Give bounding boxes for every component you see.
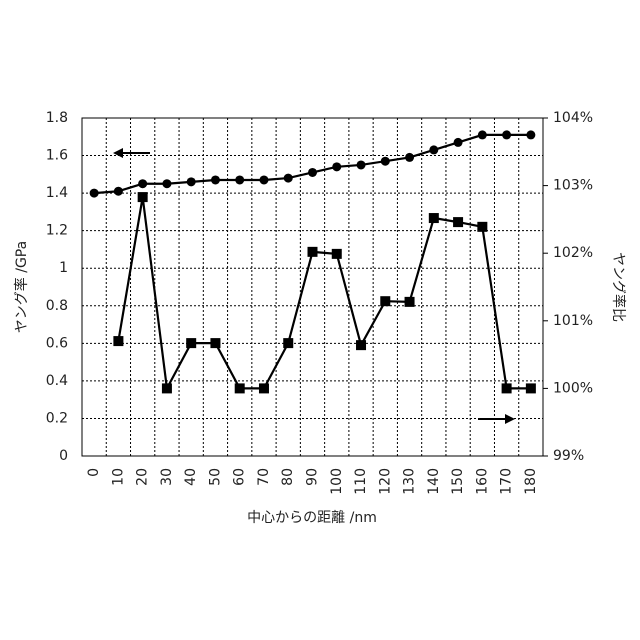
marker-circle	[478, 130, 487, 139]
x-tick-label: 50	[207, 468, 223, 486]
marker-square	[210, 338, 220, 348]
x-tick-label: 140	[426, 468, 442, 495]
marker-square	[235, 383, 245, 393]
marker-circle	[284, 174, 293, 183]
x-tick-label: 10	[110, 468, 126, 486]
marker-square	[526, 383, 536, 393]
y-tick-label: 0.2	[46, 410, 68, 426]
x-tick-label: 100	[329, 468, 345, 495]
x-tick-label: 30	[159, 468, 175, 486]
y-tick-label: 1.4	[46, 185, 68, 201]
x-tick-label: 150	[450, 468, 466, 495]
marker-square	[308, 247, 318, 257]
x-tick-label: 180	[523, 468, 539, 495]
marker-circle	[357, 160, 366, 169]
marker-circle	[405, 153, 414, 162]
marker-square	[405, 297, 415, 307]
y-tick-label: 0.4	[46, 373, 68, 389]
y-tick-label: 1.6	[46, 148, 68, 164]
marker-circle	[187, 177, 196, 186]
x-tick-label: 80	[280, 468, 296, 486]
y2-axis-title: ヤング率比	[610, 252, 627, 322]
marker-circle	[381, 157, 390, 166]
marker-circle	[259, 175, 268, 184]
x-tick-label: 40	[183, 468, 199, 486]
x-tick-label: 110	[353, 468, 369, 495]
marker-square	[502, 383, 512, 393]
y2-tick-label: 104%	[553, 110, 593, 126]
y-tick-label: 1.8	[46, 110, 68, 126]
y2-tick-label: 103%	[553, 178, 593, 194]
x-tick-label: 90	[305, 468, 321, 486]
marker-circle	[454, 138, 463, 147]
marker-square	[113, 336, 123, 346]
marker-circle	[502, 130, 511, 139]
x-tick-label: 60	[232, 468, 248, 486]
y-tick-label: 1.2	[46, 223, 68, 239]
x-tick-label: 120	[377, 468, 393, 495]
background	[0, 0, 640, 640]
y2-tick-label: 101%	[553, 313, 593, 329]
marker-circle	[162, 179, 171, 188]
marker-circle	[90, 189, 99, 198]
marker-square	[332, 249, 342, 259]
y2-tick-label: 102%	[553, 245, 593, 261]
marker-square	[356, 340, 366, 350]
y-tick-label: 0	[59, 448, 68, 464]
x-tick-label: 130	[402, 468, 418, 495]
marker-square	[162, 383, 172, 393]
y-tick-label: 0.8	[46, 298, 68, 314]
x-tick-label: 70	[256, 468, 272, 486]
marker-circle	[138, 179, 147, 188]
y2-tick-label: 99%	[553, 448, 584, 464]
x-tick-label: 0	[86, 468, 102, 477]
marker-square	[477, 222, 487, 232]
marker-circle	[308, 168, 317, 177]
marker-circle	[114, 187, 123, 196]
y-tick-label: 1	[59, 260, 68, 276]
y-axis-title: ヤング率 /GPa	[13, 241, 30, 333]
marker-square	[138, 192, 148, 202]
marker-square	[283, 338, 293, 348]
marker-circle	[429, 145, 438, 154]
y-tick-label: 0.6	[46, 335, 68, 351]
marker-square	[429, 213, 439, 223]
marker-circle	[235, 175, 244, 184]
x-axis-title: 中心からの距離 /nm	[247, 509, 377, 526]
marker-square	[186, 338, 196, 348]
marker-square	[453, 217, 463, 227]
x-tick-label: 170	[499, 468, 515, 495]
y2-tick-label: 100%	[553, 380, 593, 396]
marker-square	[380, 296, 390, 306]
marker-circle	[526, 130, 535, 139]
chart: ヤング率 /GPa ヤング率比 中心からの距離 /nm 0 0.2 0.4 0.6 0.…	[0, 0, 640, 640]
x-tick-label: 160	[474, 468, 490, 495]
marker-square	[259, 383, 269, 393]
marker-circle	[211, 175, 220, 184]
marker-circle	[332, 162, 341, 171]
x-tick-label: 20	[135, 468, 151, 486]
